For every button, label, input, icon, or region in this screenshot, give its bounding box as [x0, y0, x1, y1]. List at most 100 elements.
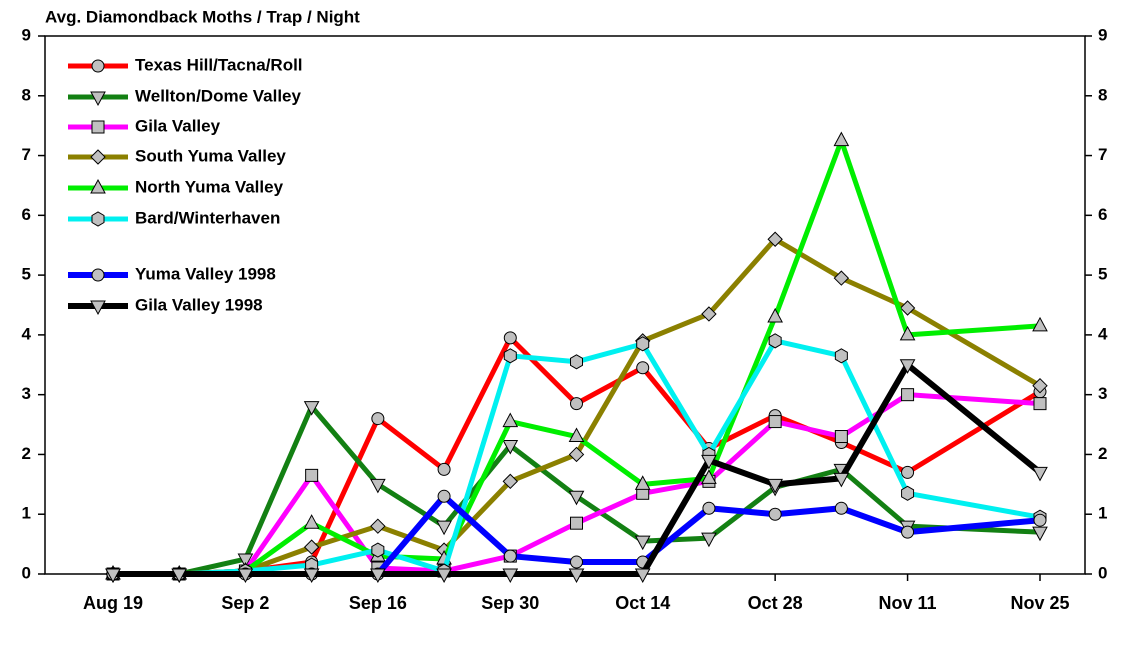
legend-marker [90, 149, 106, 165]
marker [634, 475, 651, 490]
y-tick-label: 7 [22, 145, 31, 164]
y-tick-label: 2 [22, 444, 31, 463]
marker [105, 568, 121, 584]
marker [237, 568, 254, 584]
x-tick-label: Sep 2 [221, 593, 270, 613]
marker [701, 454, 717, 470]
legend-marker [91, 120, 105, 134]
marker [901, 465, 915, 479]
y2-tick-label: 3 [1098, 384, 1107, 403]
marker [833, 131, 850, 147]
marker [901, 525, 915, 539]
x-tick-label: Sep 16 [348, 593, 407, 613]
marker [370, 518, 386, 534]
legend-marker [91, 268, 105, 282]
marker [702, 501, 716, 515]
marker [502, 568, 519, 584]
y2-tick-label: 4 [1098, 324, 1108, 343]
marker [303, 568, 320, 584]
marker [899, 325, 916, 341]
x-tick-label: Sep 30 [481, 593, 540, 613]
x-tick-label: Nov 25 [1010, 593, 1070, 613]
marker [768, 333, 782, 349]
marker [1032, 526, 1048, 542]
y2-tick-label: 2 [1098, 444, 1107, 463]
x-tick-label: Oct 14 [615, 593, 671, 613]
y2-tick-label: 8 [1098, 85, 1107, 104]
marker [371, 542, 385, 558]
series-line [113, 361, 1042, 577]
legend-label: Wellton/Dome Valley [135, 86, 302, 105]
marker [767, 307, 783, 323]
marker [570, 555, 583, 569]
marker [503, 331, 517, 345]
y-tick-label: 5 [22, 265, 31, 284]
y2-tick-label: 1 [1098, 504, 1107, 523]
marker [568, 446, 585, 463]
legend-marker [90, 300, 106, 316]
marker [570, 397, 583, 411]
marker [370, 478, 386, 494]
marker [768, 507, 782, 521]
marker [636, 361, 650, 375]
marker [171, 568, 188, 584]
marker [1032, 466, 1048, 482]
marker [303, 401, 320, 416]
marker [503, 549, 517, 563]
x-tick-label: Nov 11 [878, 593, 937, 613]
marker [834, 348, 848, 364]
legend-label: Gila Valley [135, 116, 221, 135]
legend-label: Yuma Valley 1998 [135, 264, 276, 283]
marker [901, 388, 915, 402]
legend-label: Bard/Winterhaven [135, 208, 280, 227]
x-tick-label: Aug 19 [83, 593, 144, 613]
legend-marker [90, 91, 106, 107]
marker [568, 568, 585, 584]
marker [303, 539, 320, 555]
series-line [113, 404, 1041, 577]
marker [503, 348, 517, 364]
marker [701, 469, 717, 484]
marker [901, 485, 915, 501]
marker [437, 462, 451, 476]
marker [1033, 513, 1047, 527]
y2-tick-label: 6 [1098, 205, 1107, 224]
marker [568, 490, 585, 506]
series-line [113, 392, 1041, 577]
marker [1032, 316, 1048, 332]
y-tick-label: 9 [22, 25, 31, 44]
marker [834, 430, 848, 444]
legend-label: South Yuma Valley [135, 146, 286, 165]
x-tick-label: Oct 28 [747, 593, 803, 613]
marker [634, 568, 651, 584]
legend-marker [90, 178, 106, 194]
marker [834, 501, 848, 515]
y2-tick-label: 7 [1098, 145, 1107, 164]
series-line [113, 338, 1041, 577]
y-tick-label: 1 [22, 504, 31, 523]
marker [768, 415, 782, 429]
marker [437, 489, 451, 503]
legend-label: Texas Hill/Tacna/Roll [135, 55, 303, 74]
legend-marker [91, 59, 105, 73]
marker [636, 336, 650, 352]
marker [303, 514, 320, 529]
marker [568, 427, 585, 443]
marker [502, 412, 519, 428]
marker [370, 568, 386, 584]
marker [634, 535, 651, 551]
marker [371, 412, 385, 426]
y-tick-label: 0 [22, 563, 31, 582]
series-line [113, 236, 1042, 577]
marker [436, 520, 452, 536]
marker [767, 231, 783, 247]
marker [767, 478, 783, 494]
marker [570, 516, 583, 530]
marker [305, 468, 319, 482]
chart-title: Avg. Diamondback Moths / Trap / Night [45, 7, 360, 26]
legend-label: North Yuma Valley [135, 177, 284, 196]
marker [237, 553, 254, 569]
marker [436, 568, 452, 584]
